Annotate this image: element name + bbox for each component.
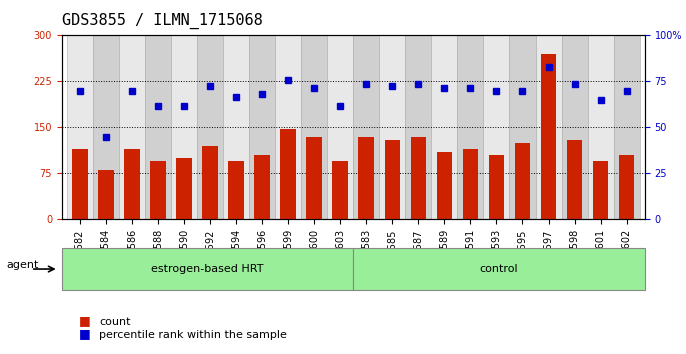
Bar <box>249 35 275 219</box>
Bar <box>333 161 348 219</box>
Bar <box>567 140 582 219</box>
Bar <box>223 35 249 219</box>
Bar <box>405 35 431 219</box>
Bar <box>619 155 635 219</box>
Bar <box>510 35 536 219</box>
Bar <box>385 140 400 219</box>
Bar <box>98 170 114 219</box>
Bar <box>593 161 608 219</box>
Bar <box>197 35 223 219</box>
Bar <box>458 35 484 219</box>
Text: count: count <box>99 318 131 327</box>
Bar <box>488 155 504 219</box>
Bar <box>176 158 192 219</box>
Bar <box>93 35 119 219</box>
Bar <box>353 248 645 290</box>
Bar <box>301 35 327 219</box>
Bar <box>536 35 562 219</box>
Bar <box>255 155 270 219</box>
Text: control: control <box>480 264 519 274</box>
Text: ■: ■ <box>79 327 91 340</box>
Bar <box>62 248 353 290</box>
Bar <box>150 161 166 219</box>
Bar <box>436 152 452 219</box>
Bar <box>541 54 556 219</box>
Bar <box>327 35 353 219</box>
Text: percentile rank within the sample: percentile rank within the sample <box>99 330 287 340</box>
Bar <box>613 35 639 219</box>
Bar <box>145 35 171 219</box>
Bar <box>124 149 140 219</box>
Bar <box>72 149 88 219</box>
Bar <box>562 35 588 219</box>
Text: agent: agent <box>6 260 38 270</box>
Bar <box>431 35 458 219</box>
Bar <box>228 161 244 219</box>
Bar <box>202 146 218 219</box>
Bar <box>119 35 145 219</box>
Bar <box>514 143 530 219</box>
Text: GDS3855 / ILMN_1715068: GDS3855 / ILMN_1715068 <box>62 12 263 29</box>
Bar <box>353 35 379 219</box>
Text: estrogen-based HRT: estrogen-based HRT <box>152 264 263 274</box>
Bar <box>171 35 197 219</box>
Bar <box>281 129 296 219</box>
Bar <box>359 137 374 219</box>
Text: ■: ■ <box>79 314 91 327</box>
Bar <box>588 35 613 219</box>
Bar <box>67 35 93 219</box>
Bar <box>484 35 510 219</box>
Bar <box>410 137 426 219</box>
Bar <box>307 137 322 219</box>
Bar <box>379 35 405 219</box>
Bar <box>275 35 301 219</box>
Bar <box>462 149 478 219</box>
